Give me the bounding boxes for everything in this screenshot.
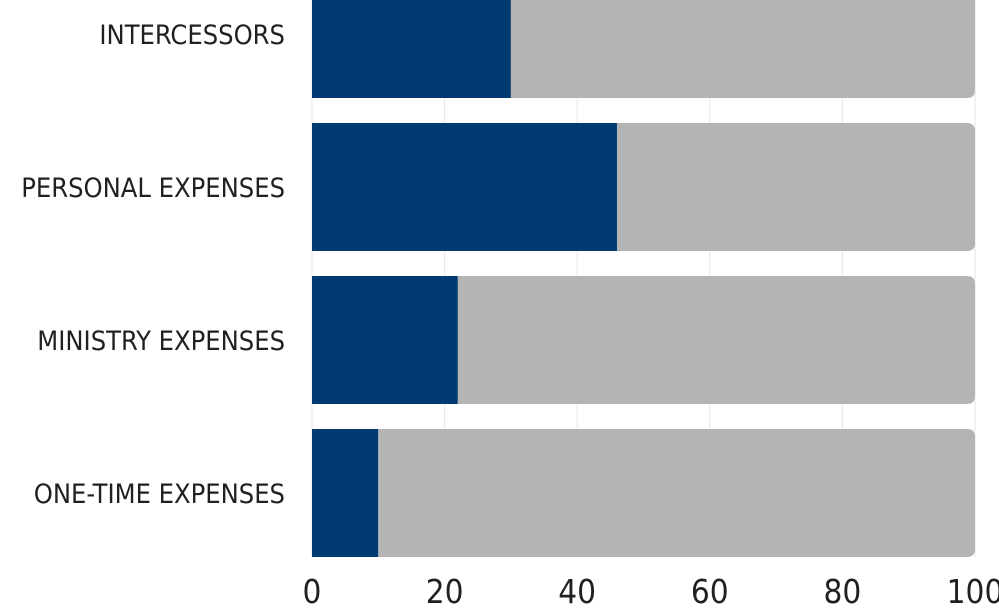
x-tick-label-40: 40 [558,572,596,609]
bar-filled-personal-expenses [312,123,617,251]
bars [312,0,975,557]
x-axis-ticks: 0 20 40 60 80 100 [303,572,999,609]
bar-filled-ministry-expenses [312,276,458,404]
category-label-personal-expenses: PERSONAL EXPENSES [21,173,285,204]
x-tick-label-80: 80 [824,572,862,609]
x-tick-label-0: 0 [303,572,322,609]
bar-filled-one-time-expenses [312,429,379,557]
category-labels: INTERCESSORS PERSONAL EXPENSES MINISTRY EX… [21,20,285,510]
x-tick-label-60: 60 [691,572,729,609]
category-label-ministry-expenses: MINISTRY EXPENSES [37,326,285,357]
bar-remaining-intercessors [510,0,975,98]
x-tick-label-100: 100 [947,572,999,609]
x-tick-label-20: 20 [426,572,464,609]
bar-filled-intercessors [312,0,511,98]
category-label-one-time-expenses: ONE-TIME EXPENSES [34,479,285,510]
bar-remaining-ministry-expenses [457,276,975,404]
bar-remaining-personal-expenses [616,123,975,251]
category-label-intercessors: INTERCESSORS [99,20,285,51]
bar-remaining-one-time-expenses [378,429,975,557]
